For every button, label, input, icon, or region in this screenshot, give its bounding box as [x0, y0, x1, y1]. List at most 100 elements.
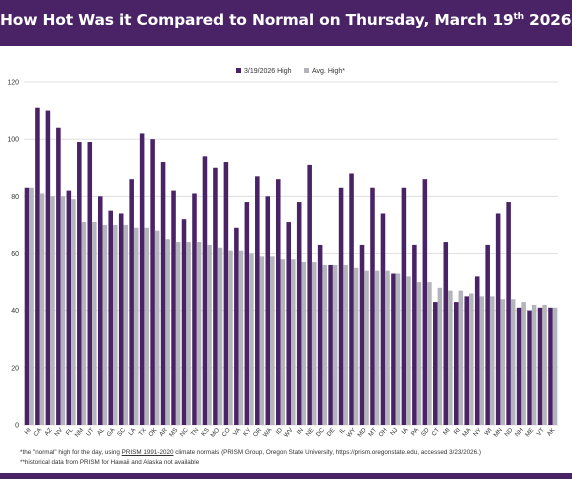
x-tick-label: KY	[242, 427, 253, 438]
bar-avg	[332, 264, 338, 425]
x-tick-label: MO	[209, 427, 221, 439]
bar-avg	[291, 259, 296, 425]
y-tick-label: 80	[11, 194, 19, 201]
bar-high	[202, 156, 208, 425]
x-tick-label: GA	[105, 426, 117, 438]
prism-link[interactable]: PRISM 1991-2020	[121, 449, 174, 456]
bar-avg	[154, 230, 160, 425]
bar-high	[223, 162, 229, 425]
bar-avg	[113, 224, 118, 425]
x-tick-label: DE	[326, 427, 337, 438]
x-tick-label: AK	[546, 426, 557, 437]
bar-high	[464, 296, 469, 426]
x-tick-label: WV	[283, 426, 295, 439]
bar-avg	[50, 196, 55, 425]
x-tick-label: SD	[420, 426, 431, 437]
bar-avg	[60, 196, 66, 425]
bar-avg	[259, 256, 265, 425]
bar-high	[160, 162, 166, 425]
y-tick-label: 60	[11, 251, 19, 258]
x-tick-label: VT	[535, 427, 546, 438]
bar-avg	[280, 259, 286, 425]
bar-avg	[102, 224, 108, 425]
bar-high	[527, 310, 532, 425]
y-tick-label: 100	[7, 137, 19, 144]
bar-avg	[510, 299, 516, 425]
x-tick-label: MN	[492, 427, 504, 439]
bar-high	[265, 196, 271, 425]
bar-avg	[416, 282, 422, 425]
bar-high	[548, 307, 553, 425]
bar-avg	[427, 282, 432, 425]
x-tick-label: VA	[232, 426, 243, 437]
bottom-bar	[0, 473, 572, 479]
bar-high	[213, 167, 218, 425]
bar-avg	[186, 242, 191, 425]
bar-avg	[395, 273, 401, 425]
bar-high	[77, 142, 82, 425]
bar-avg	[144, 227, 149, 425]
bar-avg	[353, 267, 359, 425]
bar-avg	[238, 250, 244, 425]
bars	[24, 107, 558, 426]
bar-avg	[521, 302, 526, 425]
bar-high	[56, 127, 61, 425]
x-tick-label: AZ	[43, 427, 54, 438]
bar-avg	[364, 270, 369, 425]
bar-high	[192, 193, 197, 425]
legend-swatch	[236, 68, 241, 73]
bar-avg	[406, 276, 411, 425]
bar-high	[349, 173, 354, 425]
bar-high	[87, 142, 93, 425]
bar-high	[359, 244, 365, 425]
bar-high	[474, 276, 480, 425]
bar-avg	[385, 270, 390, 425]
bar-avg	[479, 296, 485, 426]
bar-avg	[489, 296, 495, 426]
bar-high	[391, 273, 396, 425]
bar-avg	[217, 247, 223, 425]
bar-high	[24, 187, 30, 425]
bar-avg	[542, 304, 547, 425]
x-tick-label: OK	[147, 426, 159, 438]
x-tick-label: PA	[410, 426, 421, 437]
x-tick-label: ND	[503, 426, 514, 438]
x-tick-label: AR	[158, 426, 169, 437]
bar-avg	[196, 242, 202, 425]
bar-high	[171, 190, 176, 425]
bar-avg	[71, 199, 76, 425]
bar-high	[244, 202, 250, 425]
bar-high	[108, 210, 113, 426]
bar-high	[537, 307, 543, 425]
bar-high	[275, 179, 281, 425]
x-tick-label: MD	[356, 426, 368, 438]
bar-avg	[123, 224, 129, 425]
x-tick-label: ID	[275, 426, 285, 436]
legend-label: 3/19/2026 High	[244, 68, 292, 75]
bar-high	[129, 179, 134, 425]
y-tick-label: 120	[7, 80, 19, 87]
bar-avg	[343, 264, 348, 425]
chart-title: How Hot Was it Compared to Normal on Thu…	[0, 11, 572, 29]
bar-avg	[270, 256, 275, 425]
y-tick-label: 40	[11, 308, 19, 315]
bar-high	[412, 244, 417, 425]
x-tick-label: MI	[442, 427, 452, 437]
bar-avg	[322, 264, 327, 425]
x-tick-label: FL	[65, 426, 75, 436]
footnote-normal: *the "normal" high for the day, using PR…	[20, 449, 482, 456]
bar-high	[307, 164, 312, 425]
bar-high	[485, 244, 490, 425]
x-tick-label: NV	[53, 426, 64, 438]
x-tick-label: OR	[252, 426, 264, 438]
x-tick-label: DC	[315, 426, 326, 438]
x-tick-label: UT	[85, 427, 96, 438]
bar-high	[296, 202, 302, 425]
x-tick-label: TN	[190, 427, 201, 438]
bar-avg	[374, 270, 380, 425]
bar-high	[401, 187, 407, 425]
x-tick-label: ME	[524, 427, 535, 439]
bar-avg	[458, 290, 464, 425]
legend-label: Avg. High*	[312, 68, 345, 75]
bar-avg	[552, 307, 558, 425]
